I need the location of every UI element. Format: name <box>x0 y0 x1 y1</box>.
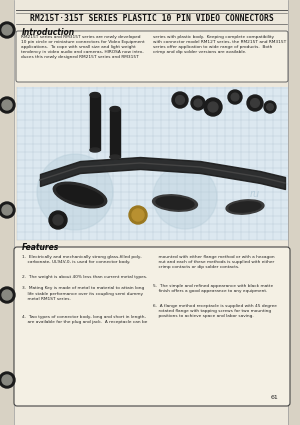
Circle shape <box>0 22 15 38</box>
Ellipse shape <box>226 200 264 214</box>
Circle shape <box>191 96 205 110</box>
Circle shape <box>172 92 188 108</box>
Text: 6.  A flange method receptacle is supplied with 45 degree
    rotated flange wit: 6. A flange method receptacle is supplie… <box>153 303 277 317</box>
Bar <box>17 87 288 240</box>
Text: mounted with either flange method or with a hexagon
    nut and each of these me: mounted with either flange method or wit… <box>153 255 274 269</box>
Ellipse shape <box>53 182 107 208</box>
Circle shape <box>231 93 239 101</box>
Circle shape <box>204 98 222 116</box>
Text: series with plastic body.  Keeping complete compatibility
with connector model R: series with plastic body. Keeping comple… <box>153 35 286 54</box>
Circle shape <box>49 211 67 229</box>
Circle shape <box>2 25 12 35</box>
Text: RM215T·315T SERIES PLASTIC 10 PIN VIDEO CONNECTORS: RM215T·315T SERIES PLASTIC 10 PIN VIDEO … <box>30 14 274 23</box>
Circle shape <box>208 102 218 112</box>
Circle shape <box>153 165 217 229</box>
Ellipse shape <box>110 107 120 111</box>
Circle shape <box>37 154 113 230</box>
Text: ru: ru <box>250 189 260 199</box>
Ellipse shape <box>110 155 120 159</box>
Text: 2.  The weight is about 40% less than current metal types.: 2. The weight is about 40% less than cur… <box>22 275 147 279</box>
Ellipse shape <box>229 202 261 212</box>
Circle shape <box>0 287 15 303</box>
Circle shape <box>53 215 63 225</box>
Bar <box>90 95 100 150</box>
Circle shape <box>264 101 276 113</box>
Text: 3.  Mating Key is made of metal to material to attain long
    life stable perfo: 3. Mating Key is made of metal to materi… <box>22 286 144 300</box>
Circle shape <box>129 206 147 224</box>
Circle shape <box>2 375 12 385</box>
Circle shape <box>267 104 273 111</box>
Text: 4.  Two types of connector body, long and short in length,
    are available for: 4. Two types of connector body, long and… <box>22 315 147 324</box>
Bar <box>288 0 300 425</box>
Circle shape <box>0 202 15 218</box>
FancyBboxPatch shape <box>16 31 288 82</box>
Ellipse shape <box>90 148 100 152</box>
FancyBboxPatch shape <box>14 247 290 406</box>
Circle shape <box>2 100 12 110</box>
Text: Introduction: Introduction <box>22 28 75 37</box>
Text: 61: 61 <box>270 395 278 400</box>
Ellipse shape <box>57 185 103 205</box>
Text: 1.  Electrically and mechanically strong glass-filled poly-
    carbonate, UL94V: 1. Electrically and mechanically strong … <box>22 255 142 264</box>
Circle shape <box>176 96 184 105</box>
Text: Features: Features <box>22 243 59 252</box>
Circle shape <box>2 290 12 300</box>
Circle shape <box>132 209 144 221</box>
Ellipse shape <box>153 195 197 211</box>
Bar <box>0 0 14 425</box>
Circle shape <box>250 99 260 108</box>
Circle shape <box>0 372 15 388</box>
Ellipse shape <box>156 197 194 209</box>
Circle shape <box>194 99 202 107</box>
Text: 5.  The simple and refined appearance with black matte
    finish offers a good : 5. The simple and refined appearance wit… <box>153 283 273 292</box>
Circle shape <box>228 90 242 104</box>
Ellipse shape <box>90 93 100 97</box>
Text: RM215T series and RM315T series are newly developed
10 pin circle or miniature c: RM215T series and RM315T series are newl… <box>21 35 145 59</box>
Bar <box>110 109 120 157</box>
Circle shape <box>2 205 12 215</box>
Circle shape <box>247 95 263 111</box>
Circle shape <box>0 97 15 113</box>
